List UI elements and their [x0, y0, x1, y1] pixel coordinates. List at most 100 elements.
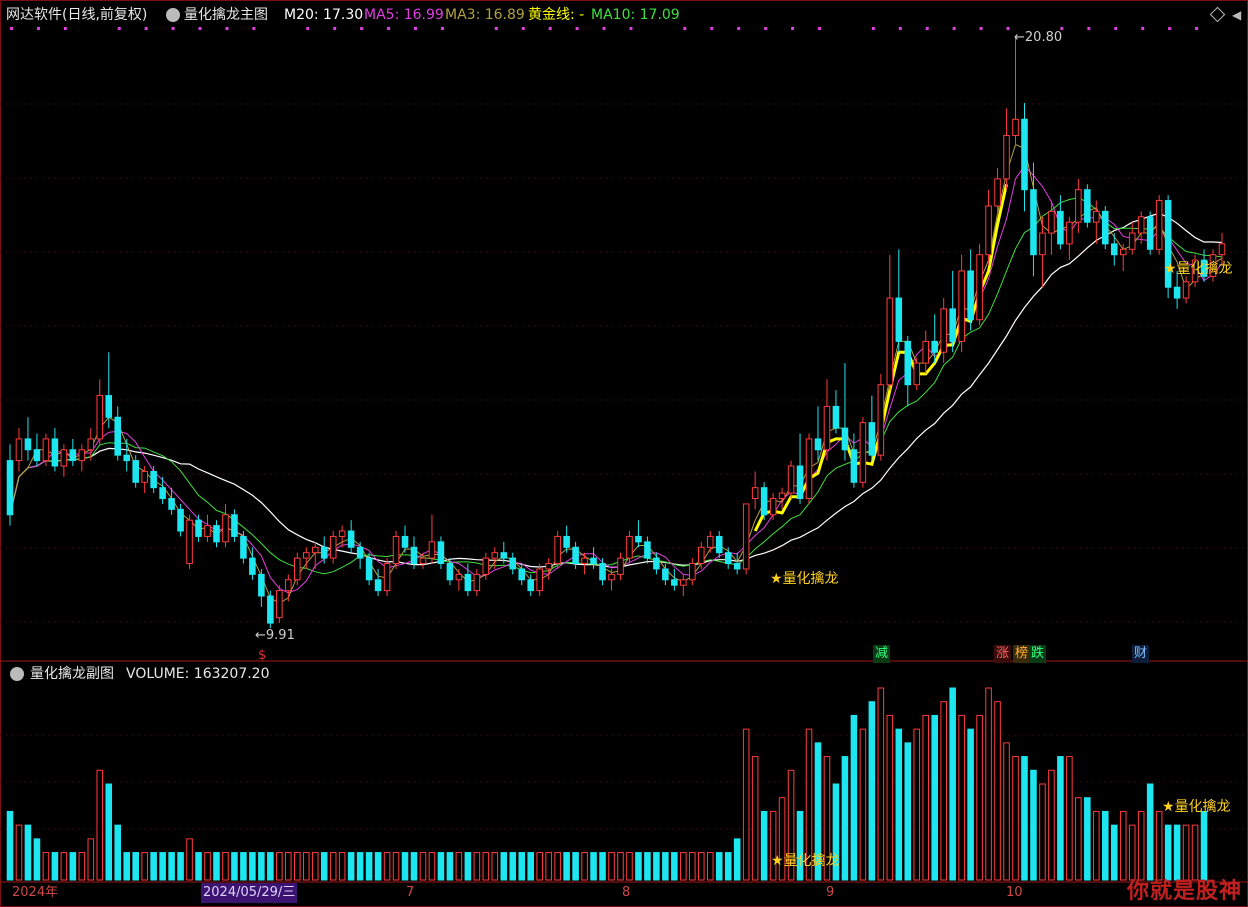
tag-zhang[interactable]: 涨: [994, 645, 1012, 663]
volume-bar: [724, 852, 732, 881]
candle-body: [96, 395, 104, 440]
marker-dot: [117, 27, 121, 30]
volume-bar: [60, 852, 68, 881]
volume-bar: [1102, 810, 1109, 881]
candle-body: [473, 573, 481, 592]
candle-body: [132, 460, 139, 483]
candle-body: [635, 535, 642, 543]
chevron-down-icon[interactable]: [10, 667, 24, 681]
low-price-label: ←9.91: [255, 628, 295, 643]
volume-bar: [805, 728, 813, 881]
volume-bar: [437, 852, 445, 881]
stock-title[interactable]: 网达软件(日线,前复权): [6, 7, 148, 23]
volume-bar: [51, 852, 59, 881]
marker-dot: [1114, 27, 1118, 30]
marker-dot: [414, 27, 417, 30]
marker-dot: [387, 27, 391, 30]
volume-bar: [823, 756, 831, 881]
volume-bar: [491, 852, 499, 881]
volume-bar: [904, 742, 912, 881]
volume-bar: [1066, 756, 1073, 881]
marker-dot: [494, 27, 498, 30]
candle-body: [850, 449, 858, 483]
volume-bar: [1057, 756, 1064, 881]
volume-bar: [698, 852, 705, 881]
candle-body: [249, 557, 256, 575]
candle-body: [689, 563, 696, 581]
x-label-month-9: 9: [826, 885, 835, 900]
candle-body: [168, 498, 175, 510]
candle-body: [177, 508, 184, 532]
volume-bar: [760, 810, 768, 881]
volume-bar: [96, 769, 104, 881]
arrow-icon[interactable]: ◀: [1232, 8, 1242, 22]
volume-bar: [608, 852, 615, 881]
volume-bar: [787, 769, 795, 881]
chevron-down-icon[interactable]: [166, 8, 180, 22]
tag-die[interactable]: 跌: [1029, 645, 1047, 663]
candle-body: [150, 470, 157, 489]
volume-bar: [428, 852, 436, 881]
volume-bar: [365, 852, 373, 881]
marker-dot: [63, 27, 67, 30]
candle-body: [1200, 259, 1208, 277]
x-label-month-8: 8: [622, 885, 631, 900]
sub-chart-name[interactable]: 量化擒龙副图: [30, 666, 114, 682]
volume-bar: [240, 852, 247, 881]
candle-body: [760, 487, 768, 516]
candle-body: [446, 563, 454, 581]
candle-body: [1048, 210, 1055, 234]
ma10-line: [9, 197, 1223, 575]
volume-bar: [276, 852, 283, 881]
marker-dot: [144, 27, 148, 30]
volume-bar: [1173, 824, 1181, 881]
candle-body: [922, 340, 930, 364]
candle-body: [1057, 210, 1064, 245]
candle-body: [1182, 281, 1190, 299]
candle-body: [195, 519, 202, 537]
candle-body: [536, 568, 543, 592]
volume-bar: [455, 852, 463, 881]
diamond-icon[interactable]: [1209, 6, 1226, 23]
volume-bar: [285, 852, 292, 881]
main-chart-name[interactable]: 量化擒龙主图: [184, 7, 268, 23]
candle-body: [877, 384, 885, 456]
marker-dot: [925, 27, 929, 30]
volume-value: VOLUME: 163207.20: [126, 666, 270, 682]
volume-bar: [590, 852, 597, 881]
candle-body: [302, 552, 310, 559]
volume-bar: [581, 852, 588, 881]
candle-body: [608, 573, 615, 581]
candle-body: [204, 525, 211, 537]
x-label-date[interactable]: 2024/05/29/三: [201, 883, 298, 903]
candle-body: [141, 470, 148, 483]
candle-body: [859, 422, 867, 483]
candle-body: [1003, 135, 1010, 180]
marker-dot: [36, 27, 40, 30]
volume-bar: [114, 824, 122, 881]
candle-body: [698, 546, 705, 565]
candle-body: [1128, 232, 1136, 250]
tag-bang[interactable]: 榜: [1013, 645, 1031, 663]
tag-jian[interactable]: 减: [873, 645, 891, 663]
marker-dot: [629, 27, 633, 30]
volume-bar: [922, 714, 930, 881]
volume-bar: [33, 838, 41, 881]
volume-bar: [1039, 783, 1046, 881]
candle-body: [994, 178, 1001, 207]
main-chart-header: 网达软件(日线,前复权) 量化擒龙主图 M20: 17.30 MA5: 16.9…: [0, 0, 1248, 30]
tag-cai[interactable]: 财: [1132, 645, 1150, 663]
candle-body: [365, 557, 373, 581]
volume-bar: [302, 852, 310, 881]
marker-dot: [252, 27, 256, 30]
candle-body: [311, 546, 319, 554]
volume-bar: [195, 852, 202, 881]
candle-body: [258, 573, 265, 597]
volume-bar: [482, 852, 490, 881]
volume-bar: [15, 824, 23, 881]
candle-body: [356, 546, 364, 559]
volume-bar: [1075, 797, 1082, 881]
candle-body: [1155, 200, 1163, 250]
marker-dot: [171, 27, 175, 30]
